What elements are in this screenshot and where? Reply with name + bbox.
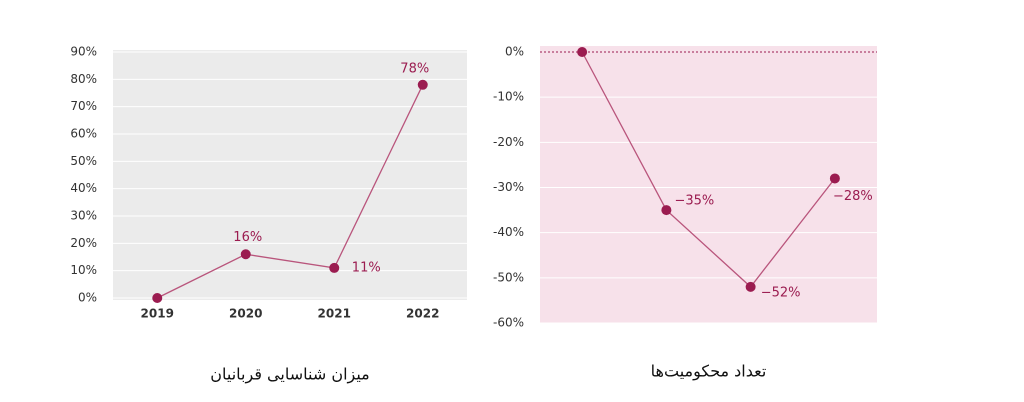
point — [152, 293, 163, 303]
chart-title: تعداد محکومیت‌ها — [651, 362, 767, 382]
point — [829, 173, 840, 184]
y-tick-label: -10% — [493, 90, 524, 104]
plot-background — [113, 50, 467, 300]
point — [240, 249, 251, 260]
y-tick-label: 0% — [505, 45, 524, 59]
x-tick-label: 2021 — [318, 307, 351, 321]
y-tick-label: 80% — [70, 72, 97, 86]
y-tick-label: 50% — [70, 154, 97, 168]
value-label: −35% — [674, 194, 714, 209]
y-tick-label: -50% — [493, 270, 524, 284]
y-tick-label: -30% — [493, 180, 524, 194]
value-label: −28% — [833, 189, 873, 204]
point — [745, 281, 756, 292]
point — [417, 79, 428, 90]
point — [329, 262, 340, 273]
value-label: −52% — [761, 285, 801, 300]
y-tick-label: 10% — [70, 263, 97, 277]
point — [577, 47, 588, 57]
x-tick-label: 2022 — [406, 307, 439, 321]
point — [661, 205, 672, 216]
x-tick-label: 2019 — [141, 307, 174, 321]
chart-title: میزان شناسایی قربانیان — [210, 365, 369, 385]
plot-background — [540, 46, 877, 323]
value-label: 11% — [352, 260, 381, 275]
y-tick-label: 40% — [70, 181, 97, 195]
y-tick-label: -60% — [493, 316, 524, 330]
line — [156, 84, 424, 299]
y-tick-label: 0% — [78, 291, 97, 305]
line — [581, 51, 836, 288]
y-tick-label: 70% — [70, 99, 97, 113]
x-tick-label: 2020 — [229, 307, 262, 321]
y-tick-label: -20% — [493, 135, 524, 149]
y-tick-label: 90% — [70, 45, 97, 59]
value-label: 16% — [233, 230, 262, 245]
y-tick-label: 20% — [70, 236, 97, 250]
value-label: 78% — [400, 61, 429, 76]
y-tick-label: 30% — [70, 209, 97, 223]
y-tick-label: -40% — [493, 225, 524, 239]
y-tick-label: 60% — [70, 127, 97, 141]
